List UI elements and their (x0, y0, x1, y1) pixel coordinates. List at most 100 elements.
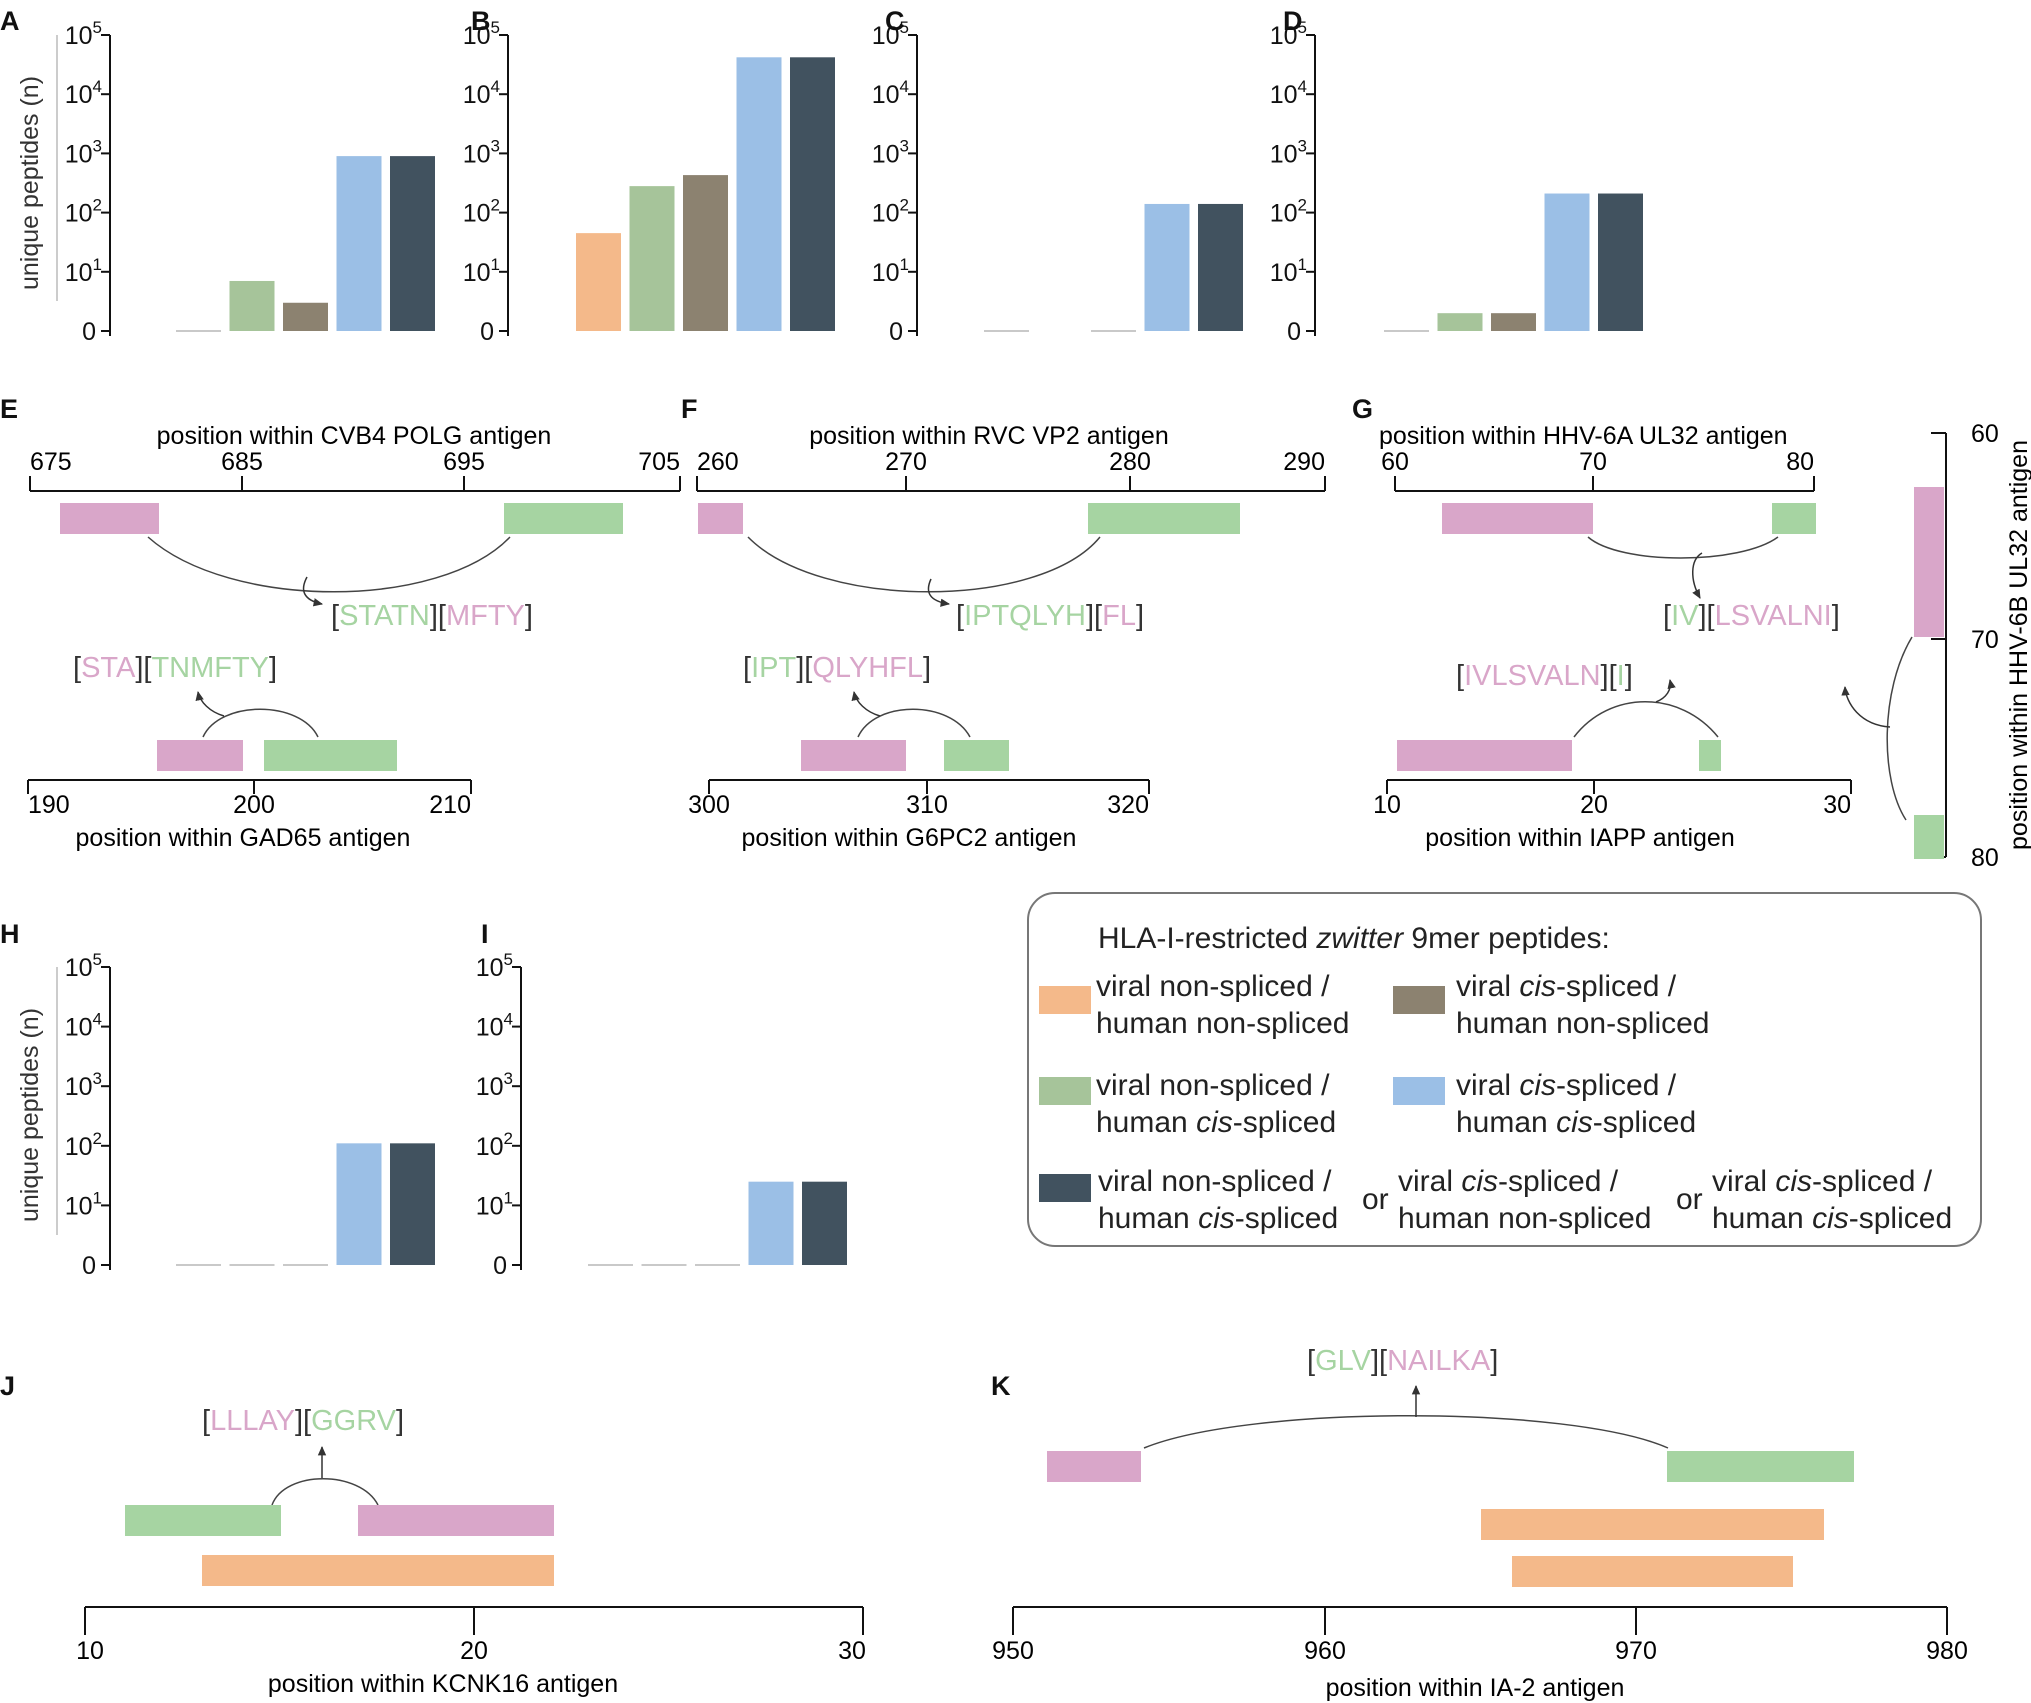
panel-g-side-segment-green (1914, 815, 1944, 859)
bar (1598, 193, 1643, 331)
panel-letter-a: A (0, 6, 20, 36)
panel-e-bottom-segment-pink (157, 740, 243, 771)
bar (683, 175, 728, 331)
bar (802, 1181, 847, 1265)
panel-letter-d: D (1283, 6, 1303, 36)
panel-j-title: position within KCNK16 antigen (268, 1670, 618, 1698)
panel-e-top-tick: 675 (30, 448, 72, 476)
panel-k-segment-green (1667, 1451, 1854, 1482)
panel-letter-e: E (0, 394, 18, 424)
legend-swatch-dark (1039, 1174, 1091, 1202)
y-tick-label: 0 (889, 318, 903, 346)
panel-e-top-tick: 705 (638, 448, 680, 476)
panel-letter-b: B (471, 6, 491, 36)
bar (1198, 203, 1243, 331)
panel-e-bottom-tick: 210 (429, 791, 471, 819)
y-tick-label: 101 (872, 255, 909, 287)
panel-f-bottom-tick: 300 (688, 791, 730, 819)
panel-e-arrow (302, 576, 324, 607)
panel-f-peptide-top: [IPTQLYH][FL] (956, 600, 1144, 632)
y-tick-label: 0 (82, 318, 96, 346)
y-tick-label: 105 (476, 950, 513, 982)
y-tick-label: 102 (65, 196, 102, 228)
y-tick-label: 103 (65, 136, 102, 168)
panel-g-splice-arc (1587, 536, 1779, 559)
panel-k-title: position within IA-2 antigen (1326, 1674, 1625, 1702)
bar (736, 57, 782, 331)
bar (748, 1181, 794, 1265)
bar (790, 57, 835, 331)
y-tick-label: 105 (65, 950, 102, 982)
y-tick-label: 103 (476, 1069, 513, 1101)
bar (1544, 193, 1590, 331)
panel-g-side-segment-pink (1914, 487, 1944, 637)
panel-f-top-tick: 270 (885, 448, 927, 476)
panel-j-segment-pink (358, 1505, 554, 1536)
panel-j-splice-arc (271, 1478, 379, 1506)
panel-j-peptide: [LLLAY][GGRV] (202, 1405, 404, 1437)
panel-letter-g: G (1352, 394, 1373, 424)
panel-e-top-tick: 695 (443, 448, 485, 476)
panel-g-bottom-tick: 20 (1580, 791, 1608, 819)
panel-g-side-tick: 80 (1971, 844, 1999, 872)
panel-f-bottom-segment-pink (801, 740, 906, 771)
panel-j-tick: 10 (76, 1637, 104, 1665)
panel-e-bottom-title: position within GAD65 antigen (76, 824, 411, 852)
bar (229, 280, 275, 331)
panel-letter-i: I (481, 919, 489, 949)
panel-g-peptide-bottom: [IVLSVALN][I] (1456, 660, 1633, 692)
panel-e-bottom-arrow (195, 690, 225, 717)
y-tick-label: 105 (65, 18, 102, 50)
bar-chart-i: 0 101 102 103 104 105 (476, 950, 847, 1280)
panel-g-bottom-arrow (1655, 678, 1676, 703)
panel-f-bottom-segment-green (944, 740, 1009, 771)
y-tick-label: 101 (65, 255, 102, 287)
panel-k-tick: 980 (1926, 1637, 1968, 1665)
panel-f-top-tick: 290 (1283, 448, 1325, 476)
legend-item-any-b: viral cis-spliced / human non-spliced (1398, 1165, 1652, 1235)
y-tick-label: 0 (82, 1252, 96, 1280)
panel-j-segment-orange (202, 1555, 554, 1586)
panel-e-top-title: position within CVB4 POLG antigen (157, 422, 552, 450)
bar (1437, 313, 1483, 331)
panel-f-segment-pink (698, 503, 743, 534)
panel-k-tick: 960 (1304, 1637, 1346, 1665)
panel-g-segment-pink (1442, 503, 1593, 534)
y-tick-label: 104 (872, 77, 909, 109)
y-tick-label: 104 (65, 1010, 102, 1042)
panel-letter-c: C (885, 6, 905, 36)
y-tick-label: 0 (493, 1252, 507, 1280)
bar (390, 1143, 435, 1265)
y-tick-label: 102 (463, 196, 500, 228)
panel-g-side-arrow (1841, 685, 1891, 728)
panel-f-bottom-tick: 320 (1107, 791, 1149, 819)
panel-e-segment-pink (60, 503, 159, 534)
bar-chart-c: 0 101 102 103 104 105 (872, 18, 1243, 346)
bar (576, 233, 621, 331)
panel-g-side-arc (1886, 636, 1913, 821)
panel-g-bottom-arc (1573, 701, 1719, 738)
y-tick-label: 105 (1270, 18, 1307, 50)
bar (629, 186, 675, 331)
panel-f-bottom-tick: 310 (906, 791, 948, 819)
legend-item-viral-cis-human-cis: viral cis-spliced / human cis-spliced (1456, 1069, 1697, 1139)
y-tick-label: 104 (1270, 77, 1307, 109)
bar (390, 156, 435, 331)
panel-g-top-title: position within HHV-6A UL32 antigen (1379, 422, 1788, 450)
y-tick-label: 0 (480, 318, 494, 346)
panel-k-map: [GLV][NAILKA] 950 960 970 980 position w… (992, 1345, 1968, 1702)
panel-f-peptide-bottom: [IPT][QLYHFL] (743, 652, 931, 684)
legend-title: HLA-I-restricted zwitter 9mer peptides: (1098, 922, 1610, 955)
legend-or-2: or (1676, 1183, 1703, 1216)
panel-f-top-tick: 280 (1109, 448, 1151, 476)
panel-j-segment-green (125, 1505, 281, 1536)
panel-g-arrow (1692, 552, 1703, 599)
panel-letter-j: J (0, 1371, 15, 1401)
panel-g-side-tick: 70 (1971, 626, 1999, 654)
y-tick-label: 102 (65, 1129, 102, 1161)
panel-e-bottom-segment-green (264, 740, 397, 771)
panel-e-top-tick: 685 (221, 448, 263, 476)
panel-g-top-tick: 60 (1381, 448, 1409, 476)
legend-item-viral-ns-human-ns: viral non-spliced / human non-spliced (1096, 970, 1350, 1040)
